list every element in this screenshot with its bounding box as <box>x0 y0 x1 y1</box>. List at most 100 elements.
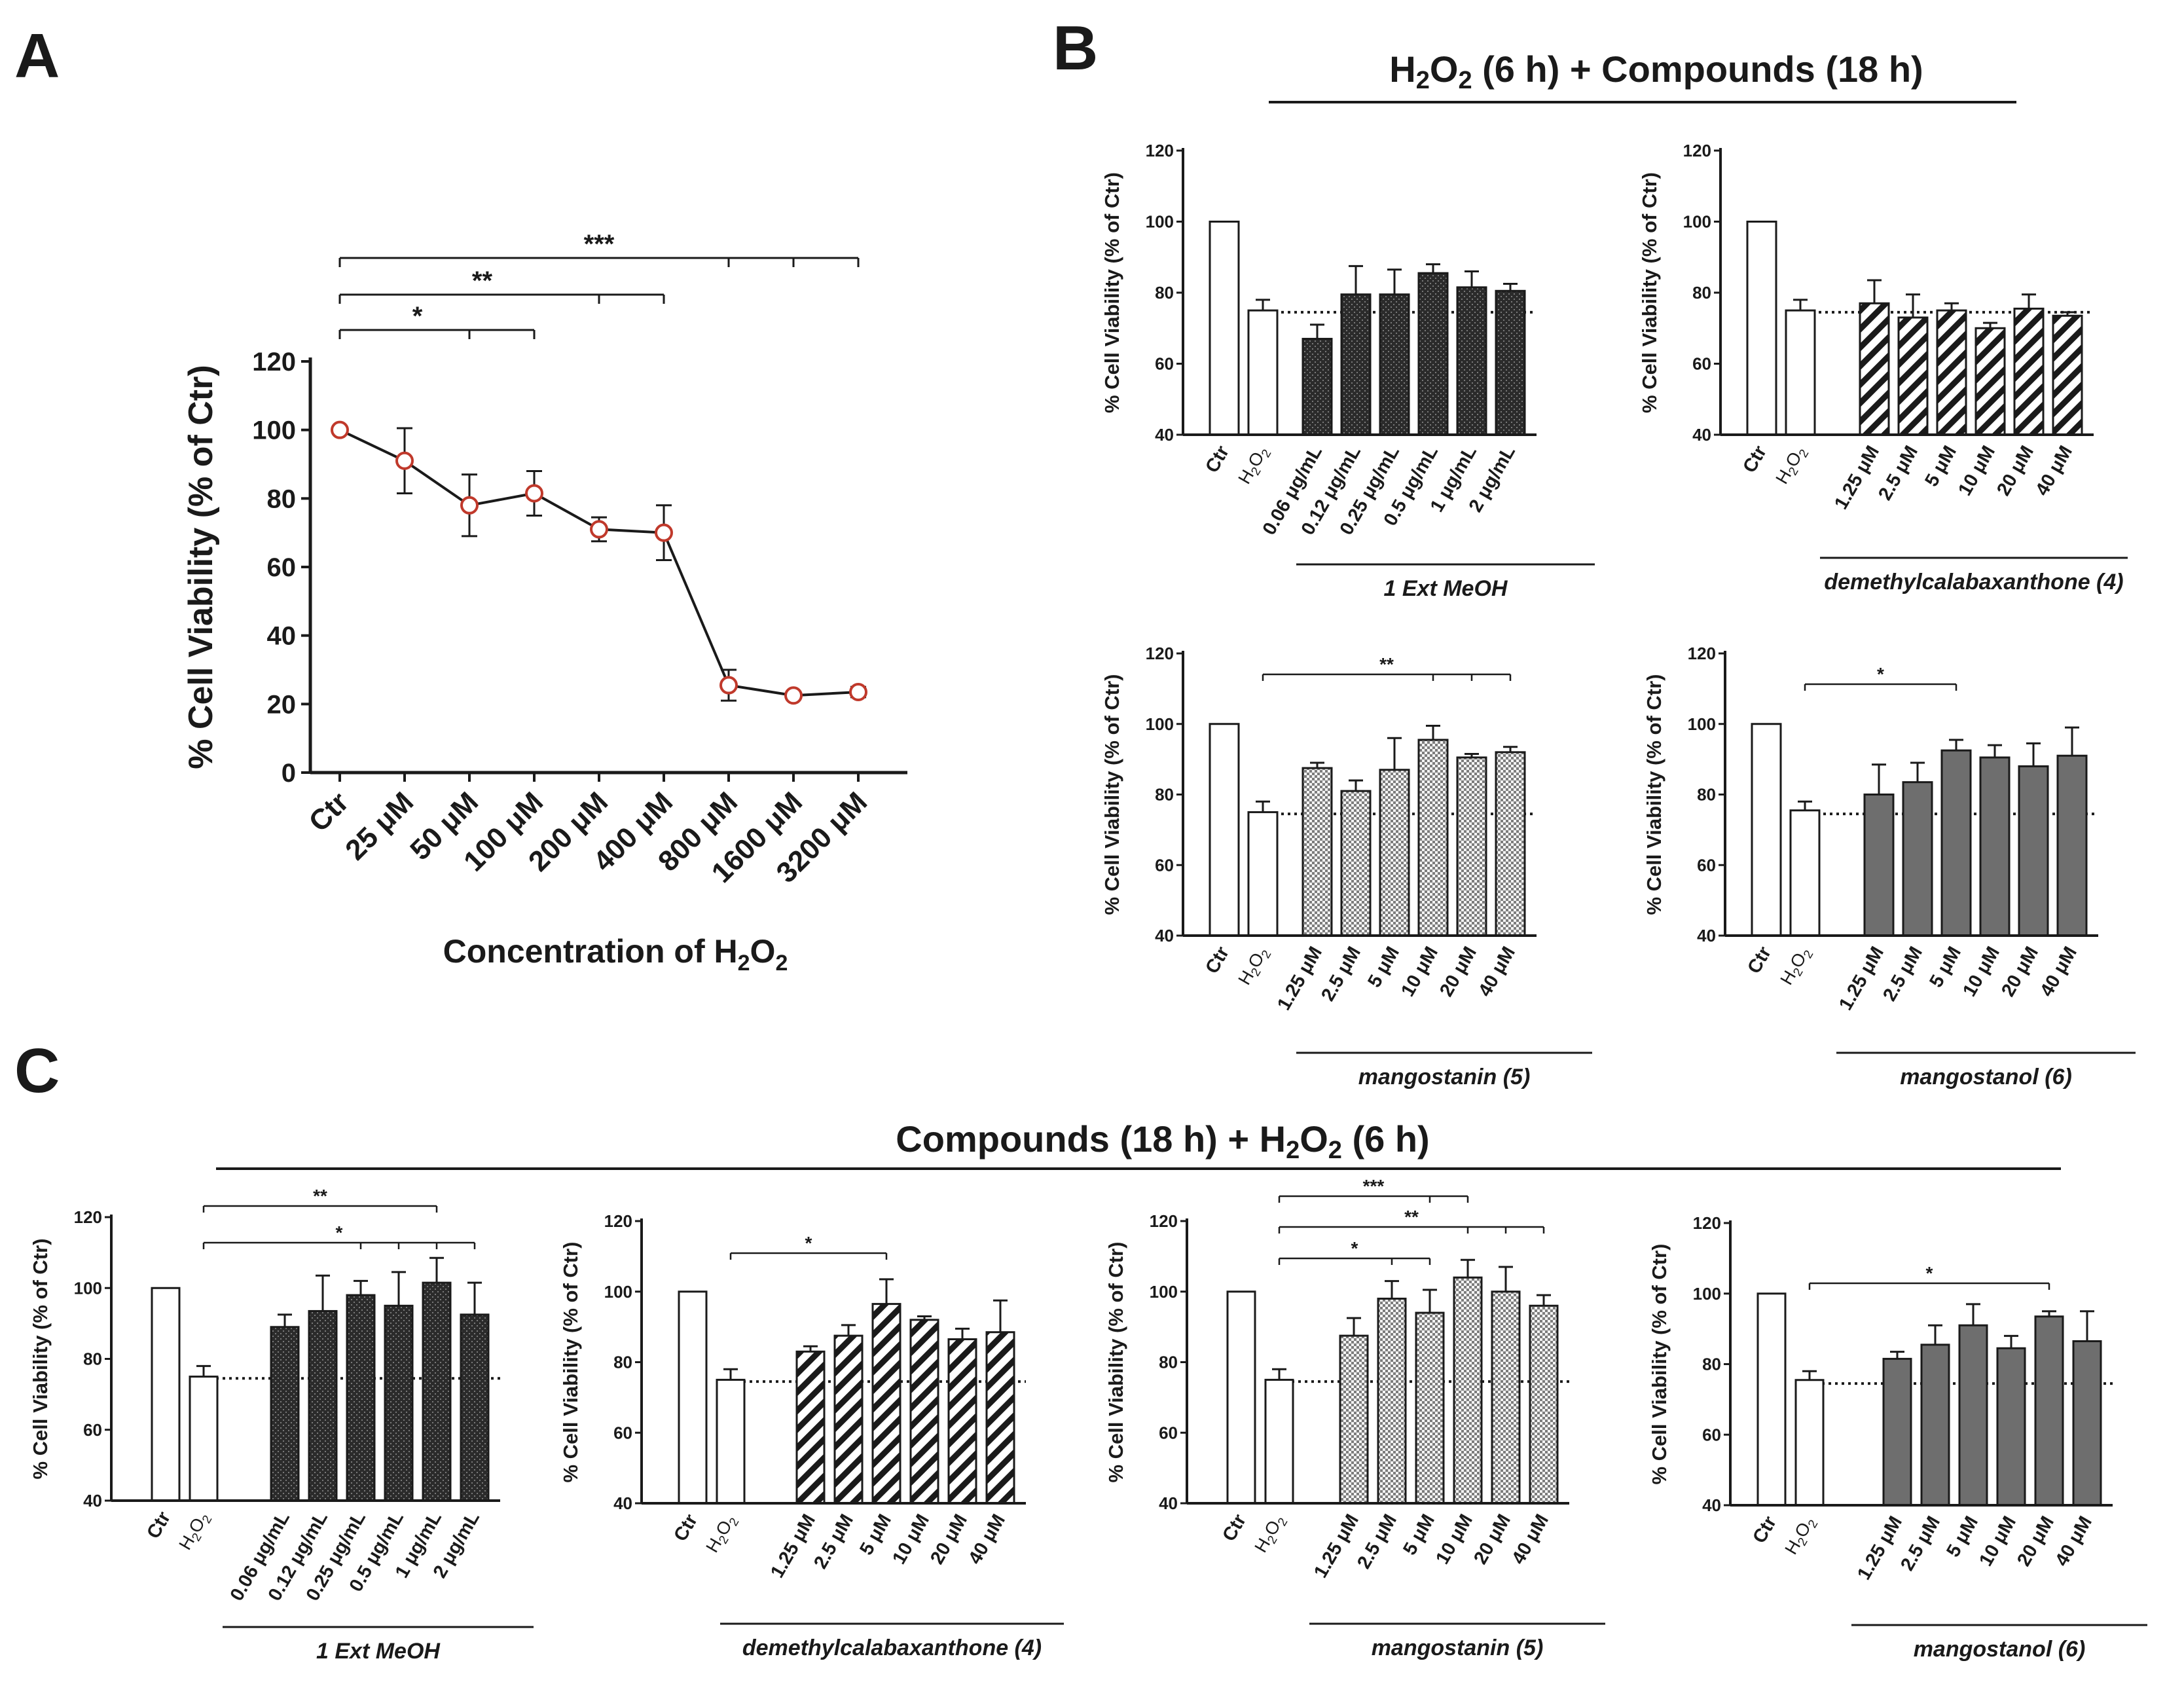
bar <box>1453 1276 1483 1505</box>
x-tick-label: 5 μM <box>1925 943 1965 991</box>
bar <box>1936 309 1967 436</box>
bar <box>1301 338 1333 436</box>
bar <box>1379 769 1410 937</box>
y-tick-label: 60 <box>1697 855 1716 875</box>
x-tick-label: 40 μM <box>2051 1513 2096 1570</box>
bar <box>947 1338 977 1505</box>
group-label: 1 Ext MeOH <box>316 1639 441 1664</box>
chart-b1: 40 60 80 100 120 % Cell Viability (% of Ctr) C… <box>1101 141 1595 601</box>
data-point <box>460 496 479 515</box>
x-tick-label: 20 μM <box>926 1511 972 1568</box>
y-tick-label: 100 <box>252 416 296 445</box>
bar <box>308 1309 338 1502</box>
x-tick-label-ctr: Ctr <box>1749 1513 1781 1547</box>
x-tick-label-ctr: Ctr <box>1739 443 1771 477</box>
significance-label: ** <box>1379 654 1394 674</box>
bar <box>1859 302 1890 436</box>
significance-label: * <box>1926 1263 1933 1283</box>
y-tick-label: 40 <box>1159 1493 1178 1513</box>
y-tick-label: 40 <box>1702 1495 1721 1515</box>
group-title-c-sub1: 2 <box>1286 1137 1300 1164</box>
significance-label: * <box>805 1233 812 1253</box>
x-tick-label: 20 μM <box>1470 1511 1515 1568</box>
y-tick-label: 100 <box>1683 212 1711 232</box>
chart-c2: 40 60 80 100 120 % Cell Viability (% of Ctr) C… <box>559 1211 1064 1660</box>
y-tick-label: 80 <box>613 1353 632 1372</box>
bar <box>1339 1334 1369 1505</box>
bar <box>2072 1340 2102 1507</box>
x-tick-label: 5 μM <box>856 1511 896 1559</box>
y-tick-label: 60 <box>1159 1423 1178 1442</box>
bar <box>1920 1344 1950 1507</box>
bar <box>2013 307 2045 436</box>
y-axis-label: % Cell Viability (% of Ctr) <box>559 1241 582 1482</box>
group-title-b-sub1: 2 <box>1416 67 1430 94</box>
chart-c4: 40 60 80 100 120 % Cell Viability (% of Ctr) C… <box>1648 1213 2147 1662</box>
chart-b2: 40 60 80 100 120 % Cell Viability (% of Ctr) C… <box>1638 141 2128 594</box>
x-tick-label-h2o2: H2O2 <box>175 1508 215 1555</box>
bar <box>1996 1347 2026 1507</box>
series-line <box>339 428 859 697</box>
x-tick-label: 10 μM <box>1954 443 1999 500</box>
group-title-c-sub2: 2 <box>1328 1137 1342 1164</box>
bar <box>1247 811 1279 937</box>
bar <box>189 1376 219 1502</box>
x-tick-label: 1.25 μM <box>1830 443 1884 513</box>
significance-label: * <box>1351 1238 1358 1258</box>
x-axis-label: Concentration of H2O2 <box>443 933 788 976</box>
y-tick-label: 120 <box>604 1211 632 1231</box>
bar <box>1975 327 2006 436</box>
bar <box>1264 1378 1294 1505</box>
bar <box>678 1290 708 1505</box>
x-tick-label: 1.25 μM <box>1853 1513 1906 1584</box>
y-tick-label: 40 <box>83 1491 102 1510</box>
y-tick-label: 40 <box>1692 425 1711 445</box>
y-tick-label: 80 <box>1697 785 1716 805</box>
bar <box>2052 314 2083 436</box>
bar <box>1756 1292 1787 1507</box>
y-tick-label: 40 <box>1155 926 1174 945</box>
x-tick-label: 5 μM <box>1364 943 1404 991</box>
y-tick-label: 40 <box>1155 425 1174 445</box>
x-tick-label-h2o2: H2O2 <box>1772 443 1811 489</box>
bar <box>422 1281 452 1502</box>
y-tick-label: 60 <box>267 553 297 582</box>
y-axis-label: % Cell Viability (% of Ctr) <box>1101 172 1123 413</box>
x-tick-label: 40 μM <box>1508 1511 1553 1568</box>
bar <box>1301 767 1333 937</box>
x-tick-label: 40 μM <box>964 1511 1010 1568</box>
x-tick-label-ctr: Ctr <box>1201 443 1233 477</box>
bar <box>1456 286 1487 436</box>
bar <box>1417 739 1449 937</box>
x-tick-label: 40 μM <box>2036 943 2081 1000</box>
y-tick-label: 60 <box>83 1420 102 1440</box>
x-tick-label: 1.25 μM <box>1273 943 1326 1014</box>
y-tick-label: 60 <box>1155 855 1174 875</box>
y-tick-label: 120 <box>74 1207 102 1227</box>
data-point <box>331 420 349 439</box>
data-point <box>590 520 608 539</box>
bar <box>1209 221 1240 436</box>
y-tick-label: 120 <box>1693 1213 1721 1233</box>
y-tick-label: 120 <box>1688 644 1716 663</box>
group-label: mangostanin (5) <box>1358 1065 1531 1089</box>
x-tick-label: 5 μM <box>1921 443 1961 490</box>
bar <box>1491 1290 1521 1505</box>
y-tick-label: 80 <box>1702 1355 1721 1374</box>
x-tick-label: 20 μM <box>1993 443 2038 500</box>
y-axis-label: % Cell Viability (% of Ctr) <box>182 365 220 769</box>
data-point <box>525 484 543 503</box>
bar <box>346 1294 376 1502</box>
y-tick-label: 80 <box>1155 785 1174 805</box>
group-label: demethylcalabaxanthone (4) <box>742 1636 1042 1660</box>
bar <box>1209 723 1240 937</box>
bar <box>795 1350 826 1505</box>
x-axis-label-main: Concentration of H <box>443 933 738 970</box>
bar <box>1751 723 1782 937</box>
y-tick-label: 60 <box>1702 1425 1721 1444</box>
bar <box>1897 316 1929 436</box>
group-title-b-rest: (6 h) + Compounds (18 h) <box>1472 48 1923 90</box>
y-tick-label: 120 <box>252 348 296 376</box>
x-tick-label: 40 μM <box>1474 943 1520 1000</box>
